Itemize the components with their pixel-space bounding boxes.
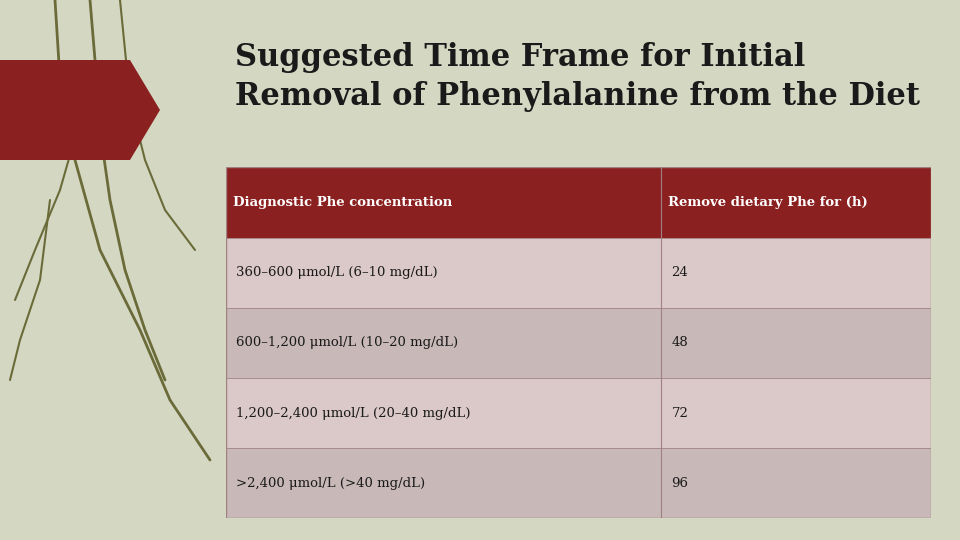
FancyBboxPatch shape <box>226 167 931 238</box>
Text: 1,200–2,400 μmol/L (20–40 mg/dL): 1,200–2,400 μmol/L (20–40 mg/dL) <box>236 407 470 420</box>
FancyBboxPatch shape <box>226 378 931 448</box>
Text: 360–600 μmol/L (6–10 mg/dL): 360–600 μmol/L (6–10 mg/dL) <box>236 266 438 279</box>
Text: 24: 24 <box>672 266 688 279</box>
Text: 600–1,200 μmol/L (10–20 mg/dL): 600–1,200 μmol/L (10–20 mg/dL) <box>236 336 458 349</box>
Polygon shape <box>0 60 160 160</box>
Text: 96: 96 <box>672 477 688 490</box>
FancyBboxPatch shape <box>226 308 931 378</box>
Text: 48: 48 <box>672 336 688 349</box>
Text: Remove dietary Phe for (h): Remove dietary Phe for (h) <box>668 196 868 209</box>
FancyBboxPatch shape <box>226 238 931 308</box>
Text: 72: 72 <box>672 407 688 420</box>
Text: Suggested Time Frame for Initial
Removal of Phenylalanine from the Diet: Suggested Time Frame for Initial Removal… <box>235 42 921 112</box>
Text: Diagnostic Phe concentration: Diagnostic Phe concentration <box>232 196 452 209</box>
FancyBboxPatch shape <box>226 448 931 518</box>
Text: >2,400 μmol/L (>40 mg/dL): >2,400 μmol/L (>40 mg/dL) <box>236 477 425 490</box>
